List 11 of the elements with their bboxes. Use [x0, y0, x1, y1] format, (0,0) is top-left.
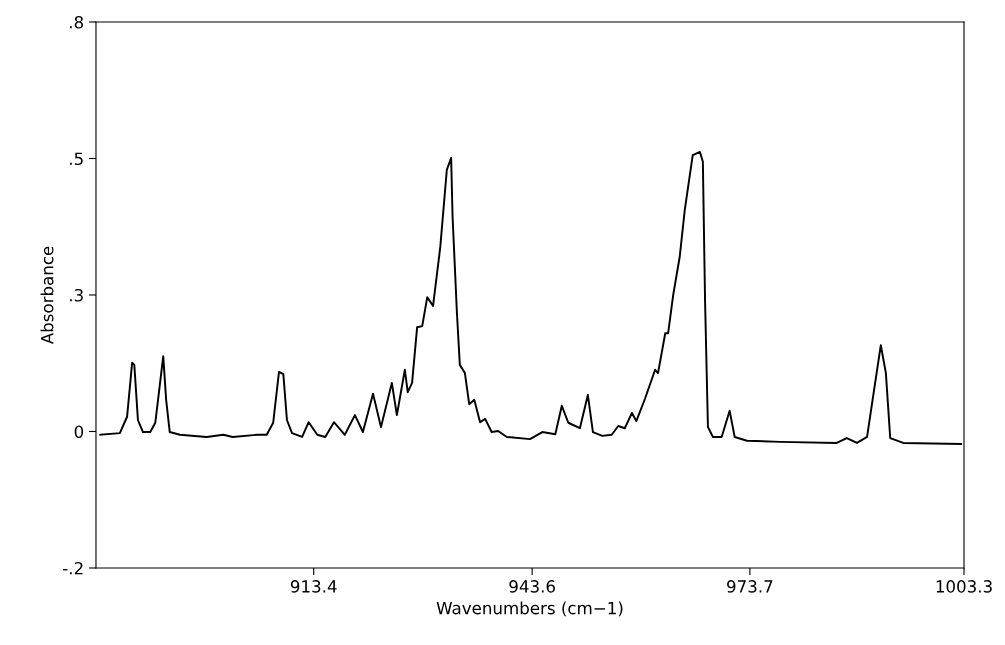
- y-tick-label: .5: [70, 152, 83, 166]
- x-tick-label: 973.7: [727, 580, 773, 593]
- y-tick-label: -.2: [63, 561, 83, 575]
- x-axis-title: Wavenumbers (cm−1): [436, 601, 623, 617]
- x-tick-label: 1003.3: [936, 580, 992, 593]
- y-tick-label: .3: [70, 288, 83, 302]
- y-axis-title: Absorbance: [40, 246, 54, 345]
- y-tick-label: .8: [70, 15, 84, 29]
- x-tick-label: 943.6: [509, 580, 555, 593]
- y-tick-label: 0: [74, 425, 84, 439]
- x-tick-label: 913.4: [290, 580, 337, 593]
